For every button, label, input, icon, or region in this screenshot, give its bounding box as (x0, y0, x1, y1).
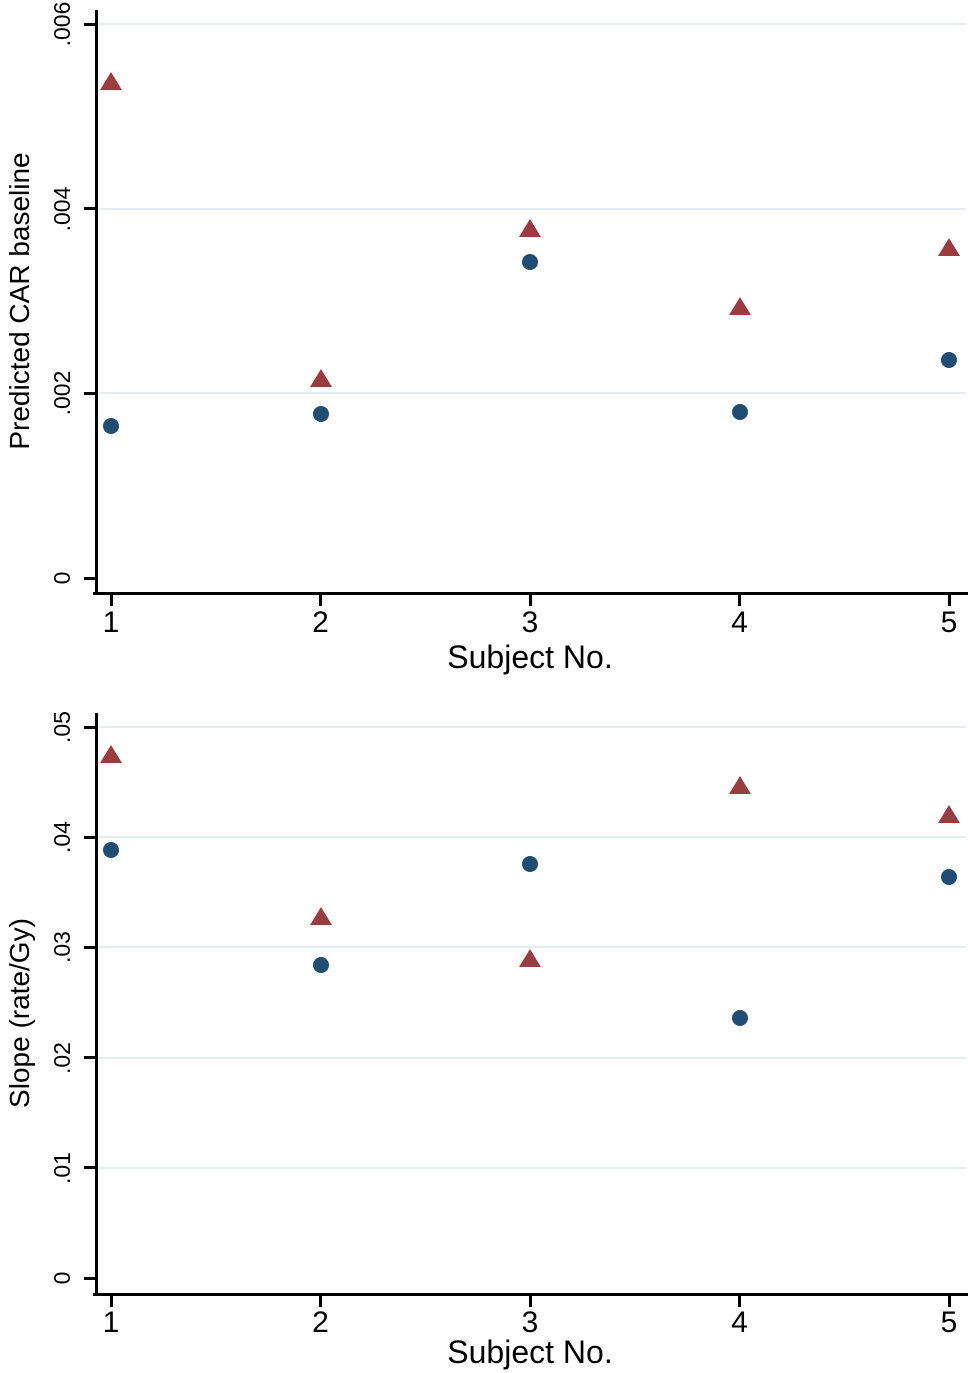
y-gridline (98, 836, 966, 839)
data-point-circle (103, 842, 119, 859)
y-axis-line (95, 10, 98, 595)
data-point-triangle (100, 71, 122, 90)
data-point-circle (941, 352, 957, 369)
y-tick-label: 0 (48, 571, 75, 585)
data-point-circle (731, 403, 748, 420)
y-tick-label: .05 (48, 711, 75, 743)
x-tick-label: 1 (102, 1306, 120, 1339)
x-tick-label: 1 (102, 606, 120, 639)
y-axis-tick (84, 207, 97, 211)
data-point-circle (941, 868, 957, 885)
data-point-circle (731, 1009, 748, 1026)
data-point-triangle (100, 745, 122, 764)
x-tick-label: 2 (312, 606, 329, 639)
x-axis-tick (947, 592, 951, 606)
x-axis-tick (528, 592, 532, 606)
y-gridline (98, 1166, 966, 1169)
y-axis-title: Slope (rate/Gy) (4, 918, 35, 1108)
x-axis-tick (947, 1293, 951, 1307)
data-point-circle (522, 254, 538, 271)
x-axis-tick (528, 1293, 532, 1307)
x-axis-title: Subject No. (447, 639, 613, 675)
x-axis-tick (109, 1293, 113, 1307)
data-point-triangle (728, 297, 751, 316)
y-gridline (98, 946, 966, 949)
y-axis-tick (84, 576, 97, 580)
y-axis-tick (84, 725, 97, 729)
data-point-triangle (938, 804, 960, 823)
x-tick-label: 5 (940, 1306, 958, 1339)
x-tick-label: 5 (940, 606, 958, 639)
y-gridline (98, 1056, 966, 1059)
x-tick-label: 2 (312, 1306, 329, 1339)
y-axis-title: Predicted CAR baseline (4, 152, 35, 450)
data-point-circle (103, 417, 119, 434)
x-tick-label: 4 (731, 1306, 748, 1339)
data-point-triangle (309, 907, 332, 926)
y-tick-label: .02 (48, 1041, 75, 1074)
x-tick-label: 3 (521, 606, 539, 639)
y-axis-tick (84, 835, 97, 839)
y-gridline (98, 23, 966, 25)
y-axis-tick (84, 1056, 97, 1060)
y-gridline (98, 207, 966, 210)
y-axis-line (95, 713, 98, 1296)
y-gridline (98, 392, 966, 395)
y-gridline (98, 726, 966, 728)
data-point-circle (522, 855, 538, 872)
y-tick-label: .04 (48, 821, 75, 854)
x-tick-label: 4 (731, 606, 748, 639)
y-tick-label: .002 (48, 370, 75, 416)
data-point-triangle (728, 775, 751, 794)
y-axis-tick (84, 1166, 97, 1170)
data-point-triangle (938, 237, 960, 256)
y-tick-label: .006 (48, 1, 75, 47)
data-point-triangle (309, 369, 332, 388)
x-axis-tick (738, 592, 741, 606)
y-tick-label: .01 (48, 1151, 75, 1184)
data-point-circle (312, 957, 329, 974)
x-tick-label: 3 (521, 1306, 539, 1339)
y-axis-tick (84, 22, 97, 26)
y-tick-label: .004 (48, 186, 75, 232)
x-axis-tick (319, 592, 322, 606)
y-axis-tick (84, 1276, 97, 1280)
x-axis-tick (109, 592, 113, 606)
x-axis-tick (319, 1293, 322, 1307)
x-axis-title: Subject No. (447, 1334, 613, 1370)
data-point-triangle (519, 218, 541, 237)
y-tick-label: .03 (48, 931, 75, 964)
y-axis-tick (84, 945, 97, 949)
x-axis-tick (738, 1293, 741, 1307)
y-tick-label: 0 (48, 1271, 75, 1285)
data-point-triangle (519, 948, 541, 967)
data-point-circle (312, 405, 329, 422)
y-axis-tick (84, 391, 97, 395)
